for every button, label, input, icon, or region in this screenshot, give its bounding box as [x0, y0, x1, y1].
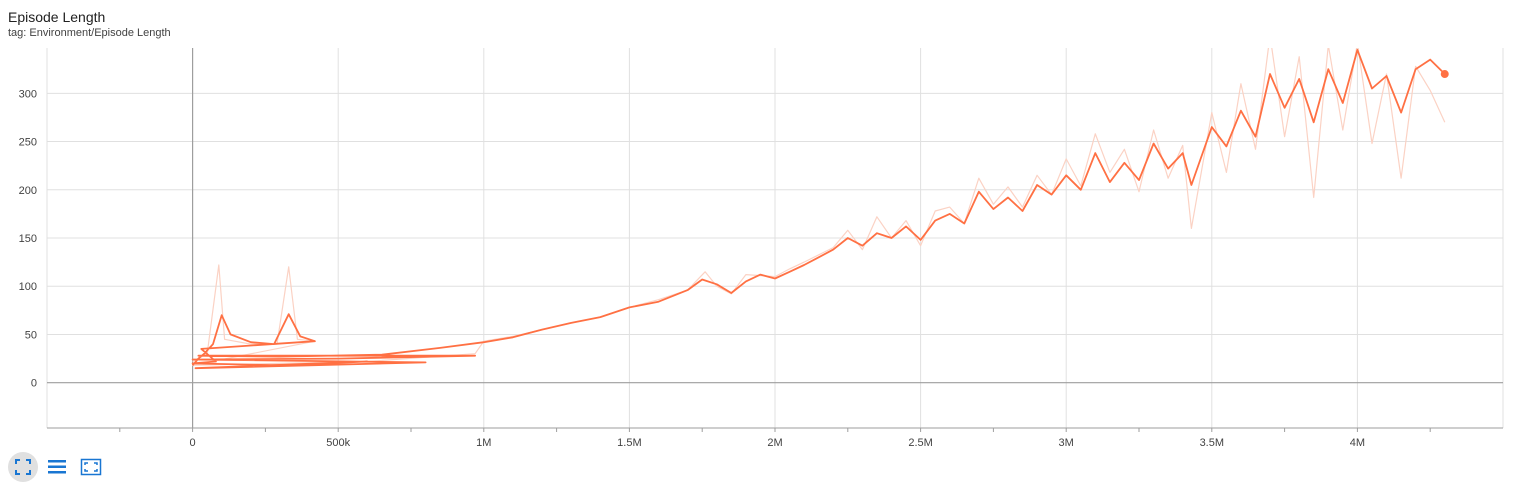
fit-domain-button[interactable]: [8, 452, 38, 482]
fit-to-data-button[interactable]: [76, 452, 106, 482]
fullscreen-icon: [15, 459, 31, 475]
x-tick-label: 4M: [1350, 437, 1365, 449]
y-tick-label: 100: [19, 281, 37, 293]
x-tick-label: 3M: [1059, 437, 1074, 449]
grid-lines: [46, 48, 1504, 428]
last-point-marker: [1440, 70, 1449, 79]
y-tick-label: 50: [25, 329, 37, 341]
smoothed-series-line: [191, 49, 1446, 370]
list-lines-icon: [48, 460, 66, 474]
chart-title: Episode Length: [8, 9, 106, 25]
tick-labels: 0 500k 1M 1.5M 2M 2.5M 3M 3.5M 4M 0 50 100 150 200 250…: [19, 88, 1431, 449]
chart-toolbar: [8, 452, 106, 482]
x-tick-label: 2.5M: [908, 437, 932, 449]
x-tick-label: 1.5M: [617, 437, 641, 449]
y-tick-label: 250: [19, 137, 37, 149]
y-tick-label: 0: [31, 378, 37, 390]
x-tick-label: 2M: [767, 437, 782, 449]
y-tick-label: 150: [19, 233, 37, 245]
crop-frame-icon: [80, 458, 102, 476]
x-tick-label: 1M: [476, 437, 491, 449]
x-tick-label: 500k: [326, 437, 350, 449]
chart-tag-subtitle: tag: Environment/Episode Length: [8, 27, 171, 39]
series-layer: [191, 48, 1449, 370]
raw-series-line: [192, 48, 1446, 366]
line-chart[interactable]: 0 500k 1M 1.5M 2M 2.5M 3M 3.5M 4M 0 50 100 150 200 250…: [0, 0, 1518, 450]
x-tick-label: 3.5M: [1200, 437, 1224, 449]
y-tick-label: 300: [19, 88, 37, 100]
y-tick-label: 200: [19, 185, 37, 197]
x-tick-label: 0: [190, 437, 196, 449]
toggle-log-scale-button[interactable]: [42, 452, 72, 482]
